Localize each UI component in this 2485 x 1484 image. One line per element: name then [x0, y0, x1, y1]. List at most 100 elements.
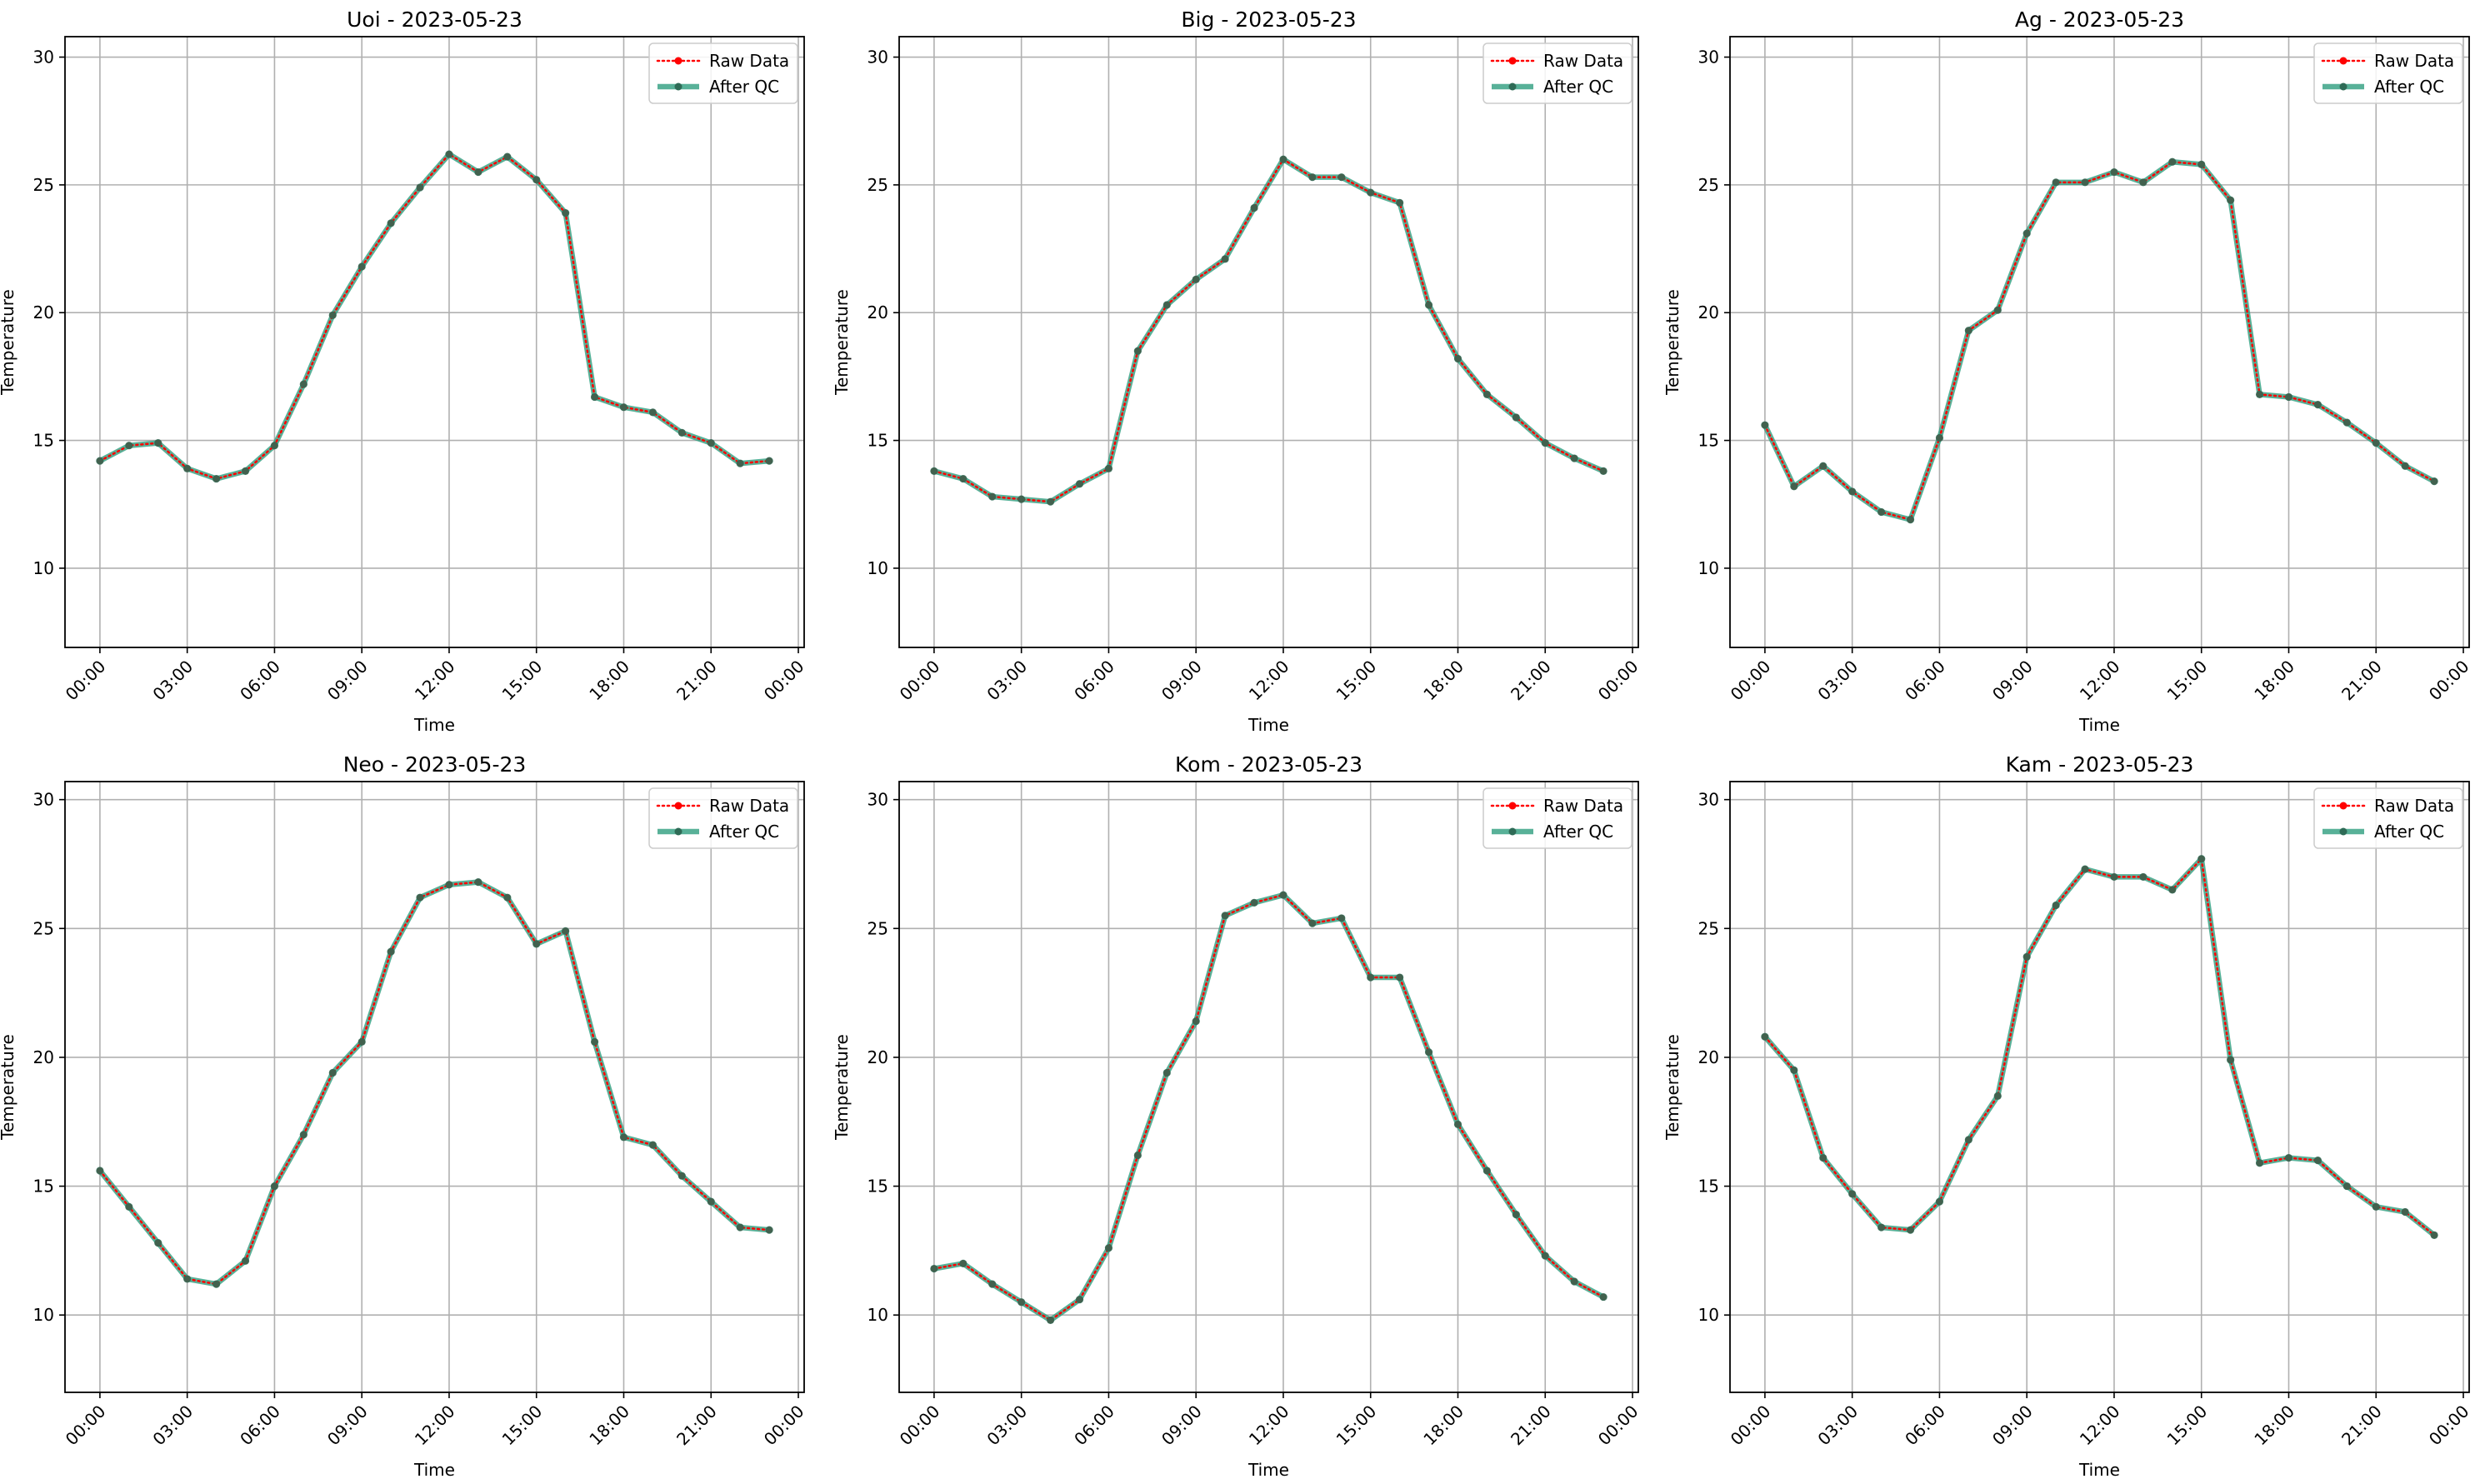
x-tick-label: 09:00 [1988, 657, 2037, 705]
after-qc-point [619, 1133, 628, 1142]
axes-frame [1729, 781, 2470, 1393]
after-qc-point [1570, 1277, 1578, 1286]
after-qc-point [959, 1259, 968, 1267]
after-qc-point [1104, 1244, 1113, 1252]
after-qc-point [1906, 1226, 1915, 1234]
y-tick-label: 20 [868, 302, 888, 322]
after-qc-point [1221, 912, 1229, 920]
after-qc-point [212, 1280, 221, 1288]
series-line-raw-data [932, 893, 1605, 1322]
y-tick-label: 25 [1698, 175, 1719, 195]
after-qc-point [2342, 1182, 2351, 1191]
after-qc-point [358, 262, 366, 271]
after-qc-point [2052, 178, 2060, 187]
x-tick-label: 00:00 [2425, 1402, 2473, 1450]
subplot-2: Big - 2023-05-23 10 15 20 25 30 00:00 03:00 06:0… [832, 7, 1642, 735]
after-qc-point [562, 927, 570, 935]
after-qc-point [445, 150, 453, 158]
y-tick-label: 15 [33, 431, 54, 451]
after-qc-point [1848, 487, 1857, 496]
after-qc-point [154, 1239, 162, 1247]
x-tick-label: 12:00 [2076, 1402, 2124, 1450]
series-line-after-qc [933, 892, 1605, 1323]
after-qc-point [183, 464, 192, 472]
y-tick-label: 15 [33, 1177, 54, 1197]
x-tick-label: 00:00 [1727, 1402, 1775, 1450]
subplot-title: Neo - 2023-05-23 [343, 752, 527, 777]
x-tick-label: 06:00 [236, 1402, 284, 1450]
after-qc-point [2255, 390, 2264, 398]
after-qc-point [1761, 1032, 1769, 1041]
after-qc-point [1877, 507, 1886, 517]
after-qc-point [1162, 301, 1171, 309]
subplot-1: Uoi - 2023-05-23 10 15 20 25 30 00:00 03:00 06:0… [0, 7, 808, 735]
after-qc-point [1338, 173, 1346, 182]
legend: Raw Data After QC [1482, 787, 1632, 849]
y-tick-label: 25 [33, 918, 54, 938]
y-tick-label: 30 [33, 790, 54, 810]
after-qc-point [2139, 178, 2148, 187]
after-qc-point [1046, 497, 1055, 506]
series-line-raw-data [98, 881, 771, 1286]
after-qc-point [1935, 1197, 1944, 1206]
series-line-after-qc [98, 879, 770, 1287]
legend-label-raw-data: Raw Data [709, 796, 789, 816]
x-tick-label: 12:00 [411, 657, 459, 705]
after-qc-point [648, 408, 658, 417]
legend-marker-raw-data [674, 802, 682, 810]
y-axis-label: Temperature [1662, 289, 1682, 396]
after-qc-point [1906, 516, 1915, 524]
after-qc-point [125, 442, 133, 450]
x-tick-label: 03:00 [1813, 657, 1862, 705]
x-tick-label: 06:00 [1901, 1402, 1949, 1450]
after-qc-point [1192, 1017, 1200, 1026]
after-qc-point [2284, 392, 2293, 402]
after-qc-point [1848, 1190, 1857, 1198]
after-qc-point [1790, 482, 1798, 491]
x-tick-label: 09:00 [1158, 657, 1206, 705]
after-qc-point [2284, 1153, 2293, 1162]
after-qc-point [2081, 178, 2089, 187]
after-qc-point [474, 878, 482, 887]
after-qc-point [532, 940, 541, 948]
after-qc-point [2227, 196, 2235, 204]
y-tick-label: 15 [868, 1177, 888, 1197]
x-tick-label: 21:00 [1507, 657, 1555, 705]
y-tick-label: 10 [868, 558, 888, 578]
after-qc-point [1424, 301, 1433, 309]
x-tick-label: 21:00 [2338, 1402, 2386, 1450]
legend-label-raw-data: Raw Data [1543, 796, 1623, 816]
legend-marker-raw-data [2339, 57, 2348, 65]
x-tick-label: 15:00 [2163, 1402, 2212, 1450]
y-tick-label: 30 [1698, 47, 1719, 67]
after-qc-point [1964, 1136, 1972, 1144]
after-qc-point [1512, 1210, 1520, 1219]
after-qc-point [1192, 275, 1200, 283]
x-tick-label: 00:00 [1594, 1402, 1642, 1450]
after-qc-point [1877, 1223, 1886, 1232]
after-qc-point [2052, 901, 2060, 910]
after-qc-point [474, 167, 482, 177]
after-qc-point [1482, 1167, 1492, 1175]
legend-marker-after-qc [674, 827, 682, 836]
x-tick-label: 00:00 [62, 1402, 110, 1450]
y-tick-label: 20 [868, 1047, 888, 1067]
after-qc-point [2401, 462, 2409, 470]
x-tick-label: 09:00 [323, 1402, 372, 1450]
after-qc-point [590, 392, 599, 402]
after-qc-point [503, 152, 512, 161]
x-tick-label: 09:00 [323, 657, 372, 705]
y-tick-label: 20 [33, 302, 54, 322]
y-tick-label: 30 [1698, 790, 1719, 810]
subplot-5: Kom - 2023-05-23 10 15 20 25 30 00:00 03:00 06:0… [832, 752, 1642, 1480]
series-line-raw-data [98, 152, 771, 480]
x-tick-label: 12:00 [1245, 657, 1293, 705]
legend-label-after-qc: After QC [2374, 77, 2444, 97]
subplot-6: Kam - 2023-05-23 10 15 20 25 30 00:00 03:00 06:0… [1662, 752, 2473, 1480]
x-axis-label: Time [2078, 715, 2120, 735]
after-qc-point [2198, 855, 2206, 863]
after-qc-point [678, 1172, 686, 1180]
after-qc-point [959, 474, 968, 483]
after-qc-point [2430, 1231, 2438, 1239]
y-tick-label: 10 [33, 1305, 54, 1325]
